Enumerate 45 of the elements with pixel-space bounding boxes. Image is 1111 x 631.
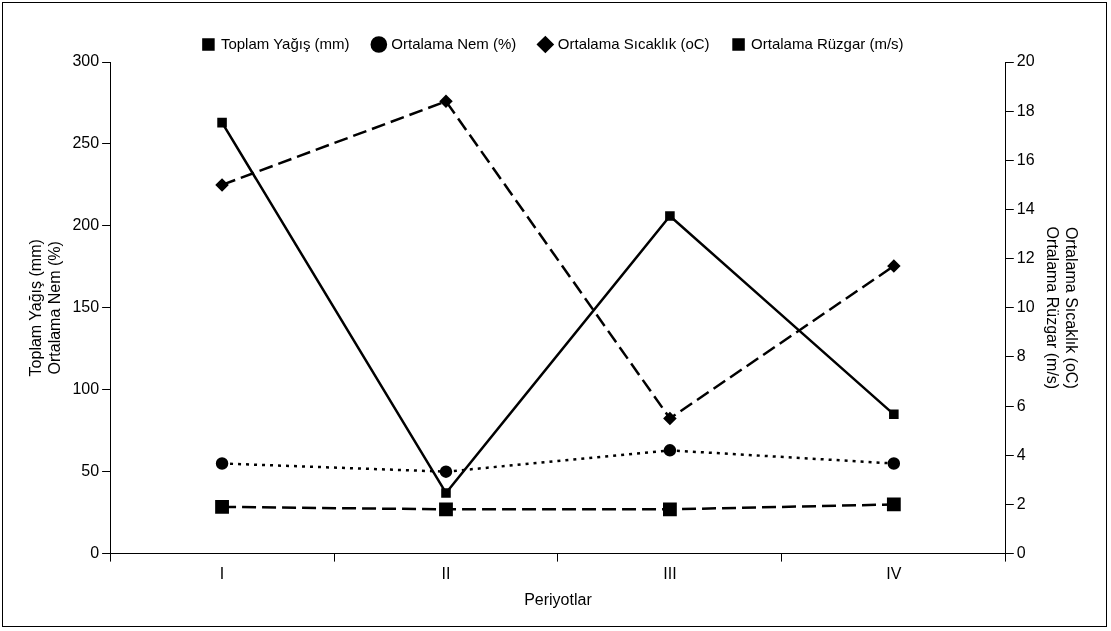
y2-tick-label: 12 [1016,249,1035,267]
y2-tick-label: 6 [1016,396,1026,414]
point [886,497,901,512]
y-tick-label: 300 [72,52,100,70]
point [665,211,675,221]
y-tick-label: 250 [72,134,100,152]
x-axis-title: Periyotlar [524,590,593,608]
legend-label: Toplam Yağış (mm) [220,34,350,52]
y-tick-label: 150 [72,298,100,316]
point [889,409,899,420]
legend-label: Ortalama Nem (%) [391,34,517,52]
point [439,465,453,478]
x-tick-label: III [663,564,677,582]
y2-tick-label: 14 [1016,199,1035,217]
y2-tick-label: 10 [1016,298,1035,316]
y2-tick-label: 16 [1016,150,1035,168]
x-tick-label: IV [886,564,902,582]
point [663,412,677,425]
y2-tick-label: 4 [1016,445,1026,463]
x-tick-label: II [441,564,451,582]
point [441,488,451,498]
y2-tick-label: 18 [1016,101,1035,119]
y2-tick-label: 20 [1016,52,1035,70]
y2-axis-title: Ortalama Sıcaklık (oC) Ortalama Rüzgar (m/s) [1043,226,1080,390]
y-tick-label: 0 [90,544,100,562]
point [217,117,227,128]
y-tick-label: 100 [72,380,100,398]
y-tick-label: 200 [72,216,100,234]
y2-tick-label: 8 [1016,347,1026,365]
point [215,457,229,470]
point [439,95,453,108]
y-axis-title: Toplam Yağış (mm) Ortalama Nem (%) [27,239,64,377]
y2-tick-label: 0 [1016,544,1026,562]
point [887,259,901,273]
y-tick-label: 50 [81,462,100,480]
point [439,502,453,517]
point [215,499,229,514]
point [215,178,229,192]
x-tick-label: I [219,564,225,582]
legend-label: Ortalama Sıcaklık (oC) [557,34,710,52]
point [663,502,677,517]
point [663,444,677,457]
point [887,457,901,470]
legend-label: Ortalama Rüzgar (m/s) [751,34,904,52]
y2-tick-label: 2 [1016,494,1026,512]
